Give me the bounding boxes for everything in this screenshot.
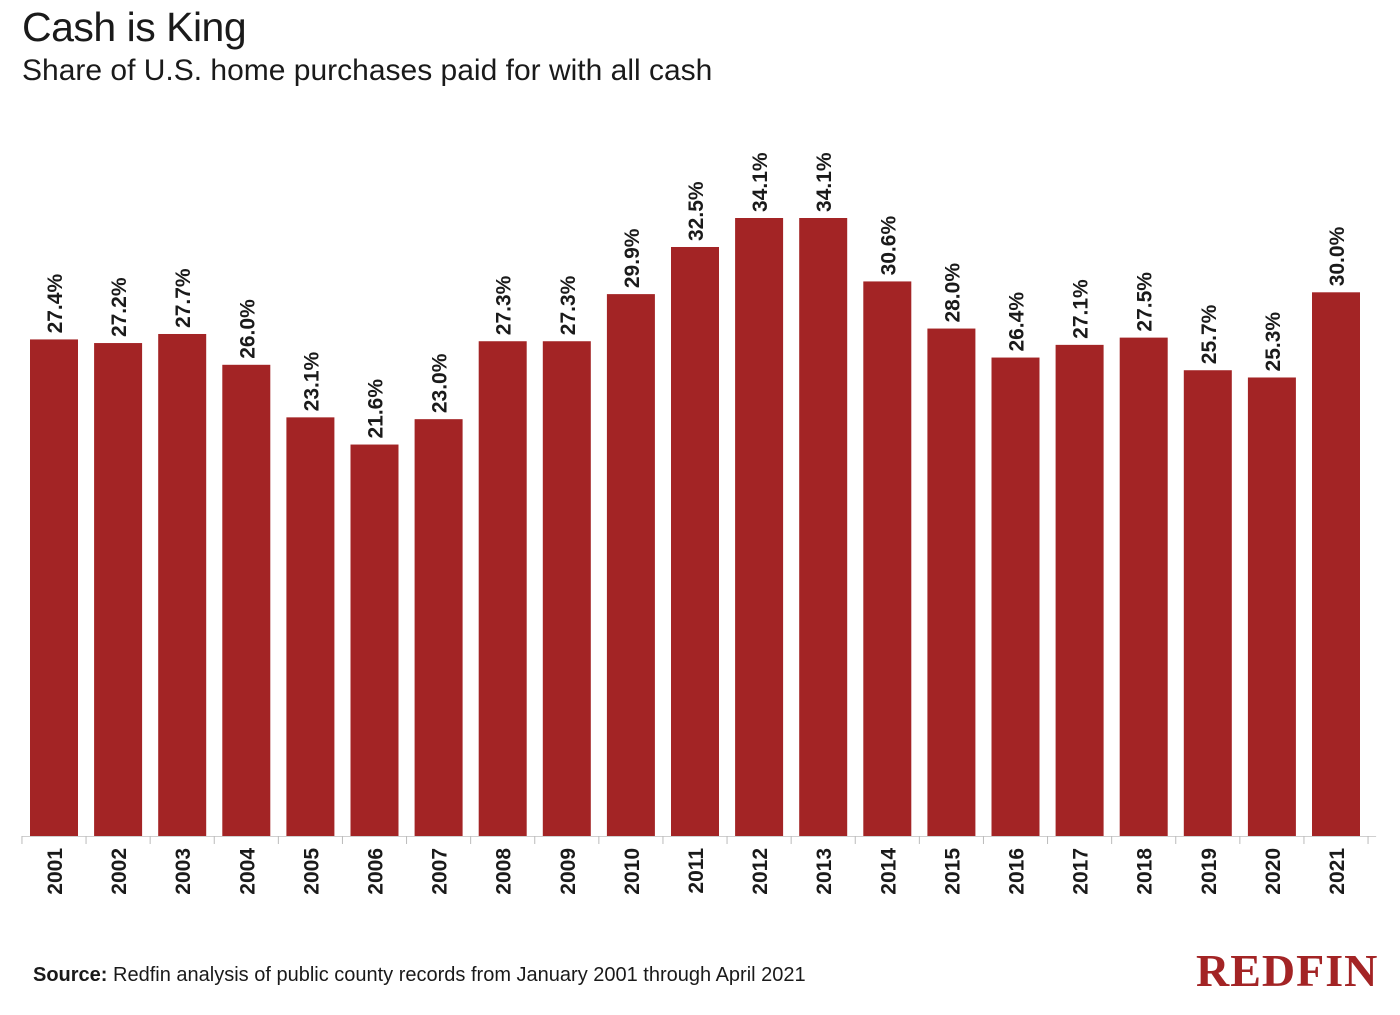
data-label-2001: 27.4%: [44, 274, 67, 334]
data-label-2010: 29.9%: [621, 228, 644, 288]
data-label-2016: 26.4%: [1006, 292, 1029, 352]
bar-2012: [735, 218, 784, 836]
data-label-2019: 25.7%: [1198, 304, 1221, 364]
bar-2017: [1055, 344, 1104, 836]
bar-chart: 27.4% 2001 27.2% 2002 27.7% 2003 26.0% 2004 23.1…: [21, 152, 1377, 895]
x-tick-label-2017: 2017: [1070, 848, 1093, 895]
x-tick-label-2013: 2013: [813, 848, 836, 895]
bar-2019: [1183, 370, 1232, 836]
bar-2005: [286, 417, 335, 836]
source-text: Redfin analysis of public county records…: [107, 964, 806, 986]
redfin-logo: REDFIN: [1196, 945, 1379, 996]
chart-title: Cash is King: [22, 4, 247, 50]
data-label-2004: 26.0%: [236, 299, 259, 359]
data-label-2006: 21.6%: [365, 379, 388, 439]
data-label-2007: 23.0%: [429, 353, 452, 413]
bar-2015: [927, 328, 976, 836]
source-label: Source:: [33, 964, 108, 986]
data-label-2013: 34.1%: [813, 152, 836, 212]
x-tick-label-2012: 2012: [749, 848, 772, 895]
bar-2020: [1247, 377, 1296, 836]
x-tick-label-2008: 2008: [493, 848, 516, 895]
data-label-2018: 27.5%: [1134, 272, 1157, 332]
x-tick-label-2005: 2005: [300, 848, 323, 895]
data-label-2014: 30.6%: [877, 216, 900, 276]
x-tick-label-2010: 2010: [621, 848, 644, 895]
bar-2003: [158, 333, 207, 836]
x-tick-label-2016: 2016: [1006, 848, 1029, 895]
x-tick-label-2015: 2015: [941, 848, 964, 895]
x-tick-label-2003: 2003: [172, 848, 195, 895]
data-label-2003: 27.7%: [172, 268, 195, 328]
bar-2009: [542, 341, 591, 836]
x-tick-label-2007: 2007: [429, 848, 452, 895]
bar-2001: [30, 339, 78, 836]
bar-2011: [671, 246, 719, 836]
x-tick-label-2021: 2021: [1326, 848, 1349, 895]
x-tick-label-2014: 2014: [877, 848, 900, 895]
bar-2010: [606, 294, 655, 836]
bar-2014: [863, 281, 912, 836]
data-label-2002: 27.2%: [108, 277, 131, 337]
x-tick-label-2001: 2001: [44, 848, 67, 895]
x-tick-label-2019: 2019: [1198, 848, 1221, 895]
data-label-2017: 27.1%: [1070, 279, 1093, 339]
data-label-2011: 32.5%: [685, 181, 708, 241]
data-label-2012: 34.1%: [749, 152, 772, 212]
x-tick-label-2018: 2018: [1134, 848, 1157, 895]
x-tick-label-2002: 2002: [108, 848, 131, 895]
data-label-2021: 30.0%: [1326, 226, 1349, 286]
source-note: Source: Redfin analysis of public county…: [33, 964, 806, 987]
x-tick-label-2006: 2006: [365, 848, 388, 895]
x-tick-label-2009: 2009: [557, 848, 580, 895]
x-tick-label-2020: 2020: [1262, 848, 1285, 895]
data-label-2005: 23.1%: [300, 351, 323, 411]
bar-2018: [1119, 337, 1168, 836]
x-tick-label-2004: 2004: [236, 848, 259, 895]
x-tick-label-2011: 2011: [685, 848, 708, 894]
data-label-2009: 27.3%: [557, 275, 580, 335]
data-label-2015: 28.0%: [941, 263, 964, 323]
bar-2004: [222, 364, 271, 836]
bar-2006: [350, 444, 399, 836]
data-label-2020: 25.3%: [1262, 312, 1285, 372]
chart-subtitle: Share of U.S. home purchases paid for wi…: [22, 54, 713, 87]
bar-2013: [799, 218, 848, 836]
bar-2016: [991, 357, 1040, 836]
bar-2021: [1312, 292, 1360, 836]
bar-2008: [478, 341, 527, 836]
bar-2007: [414, 419, 463, 836]
bar-2002: [94, 343, 143, 836]
data-label-2008: 27.3%: [493, 275, 516, 335]
